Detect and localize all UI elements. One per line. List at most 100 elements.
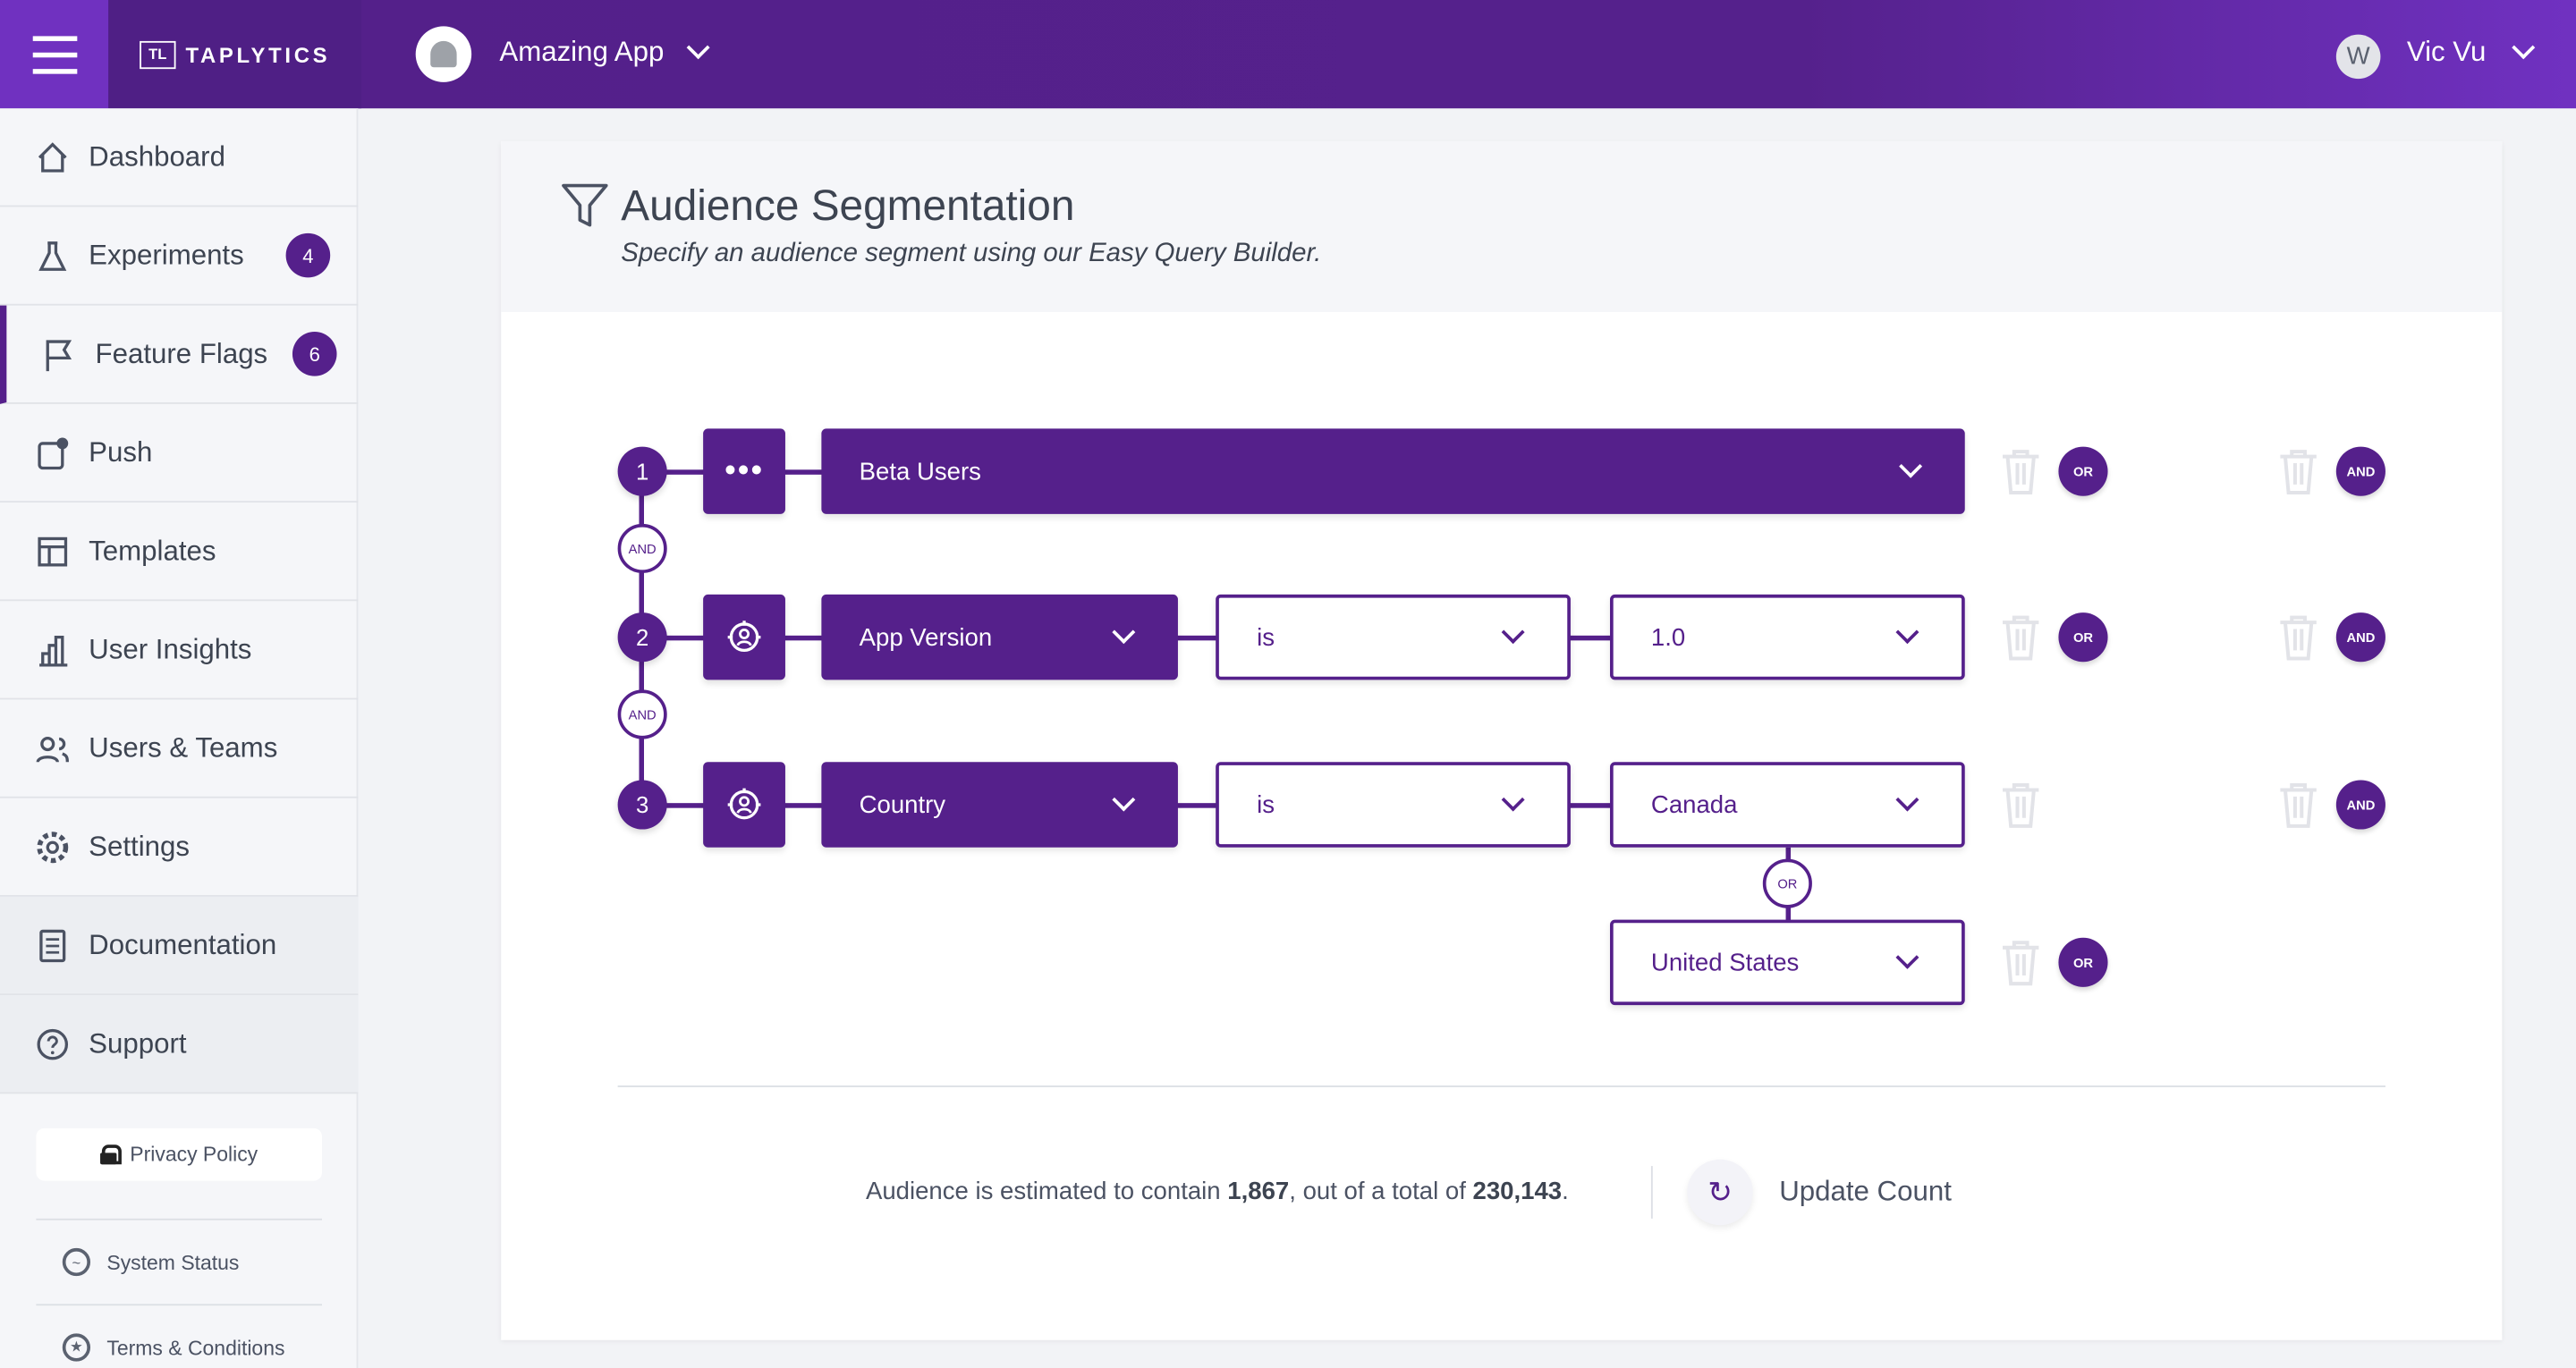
chevron-down-icon [1899,454,1923,478]
estimate-suffix: . [1562,1177,1569,1206]
delete-condition-trash-icon[interactable] [2001,612,2040,670]
value-dropdown[interactable]: 1.0 [1610,594,1965,680]
app-name: Amazing App [499,36,665,68]
user-menu[interactable]: Vic Vu [2406,36,2536,69]
add-or-button[interactable]: OR [2058,446,2108,496]
add-and-button[interactable]: AND [2335,780,2385,830]
sidebar-item-label: Support [89,1026,187,1059]
sidebar-item-settings[interactable]: Settings [0,798,359,897]
sidebar-item-label: Push [89,435,153,468]
or-value-dropdown[interactable]: United States [1610,919,1965,1006]
chevron-down-icon [1895,945,1919,969]
sidebar-item-label: Experiments [89,239,244,271]
delete-group-trash-icon[interactable] [2279,612,2318,670]
delete-condition-trash-icon[interactable] [2001,938,2040,995]
refresh-icon[interactable]: ↻ [1687,1159,1753,1226]
value-value: 1.0 [1650,623,1686,652]
brand-name: TAPLYTICS [185,41,331,67]
page-subtitle: Specify an audience segment using our Ea… [621,240,1322,268]
sidebar-item-feature-flags[interactable]: Feature Flags 6 [0,305,359,404]
flag-icon [46,340,72,372]
and-connector[interactable]: AND [617,689,667,739]
help-icon [37,1028,69,1060]
android-app-icon[interactable] [415,26,472,82]
condition-number: 3 [617,780,667,830]
card-header: Audience Segmentation Specify an audienc… [501,140,2503,312]
field-value: App Version [859,623,993,652]
value-dropdown[interactable]: Canada [1610,762,1965,848]
or-connector[interactable]: OR [1762,858,1812,908]
system-status-label: System Status [106,1250,240,1274]
top-bar: TL TAPLYTICS Amazing App W Vic Vu [0,0,2576,109]
sidebar-item-label: Users & Teams [89,731,278,764]
sidebar-item-experiments[interactable]: Experiments 4 [0,207,359,306]
target-user-icon[interactable] [703,762,785,848]
sidebar-item-label: Feature Flags [95,337,268,369]
sidebar-item-label: Settings [89,830,191,862]
target-user-icon[interactable] [703,594,785,680]
sidebar-item-label: User Insights [89,633,252,664]
add-or-button[interactable]: OR [2058,937,2108,987]
sidebar: Dashboard Experiments 4 Feature Flags 6 Push T… [0,108,359,1368]
operator-value: is [1257,790,1275,819]
field-value: Country [859,790,946,819]
activity-icon: ~ [62,1247,91,1277]
more-options-icon[interactable]: ••• [703,428,785,514]
page-title: Audience Segmentation [621,181,1075,231]
sidebar-item-user-insights[interactable]: User Insights [0,601,359,700]
sidebar-item-push[interactable]: Push [0,404,359,503]
count-badge: 6 [292,332,337,376]
home-icon [38,142,67,173]
segment-value: Beta Users [859,457,981,486]
delete-condition-trash-icon[interactable] [2001,447,2040,504]
add-and-button[interactable]: AND [2335,446,2385,496]
sidebar-item-support[interactable]: Support [0,995,359,1094]
field-dropdown[interactable]: Country [821,762,1178,848]
audience-count: 1,867 [1227,1177,1290,1206]
and-connector[interactable]: AND [617,523,667,574]
flask-icon [38,241,67,271]
sidebar-item-label: Documentation [89,928,277,960]
template-icon [38,536,68,567]
sidebar-item-label: Dashboard [89,140,225,172]
system-status-link[interactable]: ~ System Status [62,1247,240,1277]
add-and-button[interactable]: AND [2335,612,2385,663]
chevron-down-icon [1112,621,1136,645]
divider [617,1085,2385,1087]
app-switcher[interactable]: Amazing App [499,36,710,69]
chevron-down-icon [1895,788,1919,812]
delete-group-trash-icon[interactable] [2279,447,2318,504]
add-or-button[interactable]: OR [2058,612,2108,663]
operator-dropdown[interactable]: is [1216,762,1571,848]
delete-condition-trash-icon[interactable] [2001,780,2040,837]
chevron-down-icon [1112,788,1136,812]
gear-icon [37,832,69,864]
taplytics-logo[interactable]: TL TAPLYTICS [108,0,362,109]
user-name: Vic Vu [2406,36,2487,68]
privacy-policy-button[interactable]: Privacy Policy [36,1127,323,1181]
sidebar-item-templates[interactable]: Templates [0,502,359,602]
count-badge: 4 [285,232,331,278]
chevron-down-icon [1501,788,1525,812]
condition-number: 1 [617,446,667,496]
divider [36,1218,323,1220]
terms-label: Terms & Conditions [106,1336,285,1359]
sidebar-item-dashboard[interactable]: Dashboard [0,108,359,207]
estimate-middle: , out of a total of [1289,1177,1473,1206]
field-dropdown[interactable]: App Version [821,594,1178,680]
update-count-button[interactable]: Update Count [1779,1176,1952,1208]
operator-value: is [1257,623,1275,652]
hamburger-menu-icon[interactable] [0,0,109,109]
sidebar-item-documentation[interactable]: Documentation [0,896,359,996]
terms-link[interactable]: ★ Terms & Conditions [62,1333,285,1362]
segment-dropdown[interactable]: Beta Users [821,428,1965,514]
delete-group-trash-icon[interactable] [2279,780,2318,837]
logo-mark: TL [140,40,176,69]
operator-dropdown[interactable]: is [1216,594,1571,680]
value-value: Canada [1650,790,1738,819]
sidebar-item-users-teams[interactable]: Users & Teams [0,699,359,798]
total-count: 230,143 [1472,1177,1563,1206]
audience-segmentation-card: Audience Segmentation Specify an audienc… [501,140,2503,1340]
user-avatar[interactable]: W [2335,34,2381,80]
filter-icon [562,183,608,227]
